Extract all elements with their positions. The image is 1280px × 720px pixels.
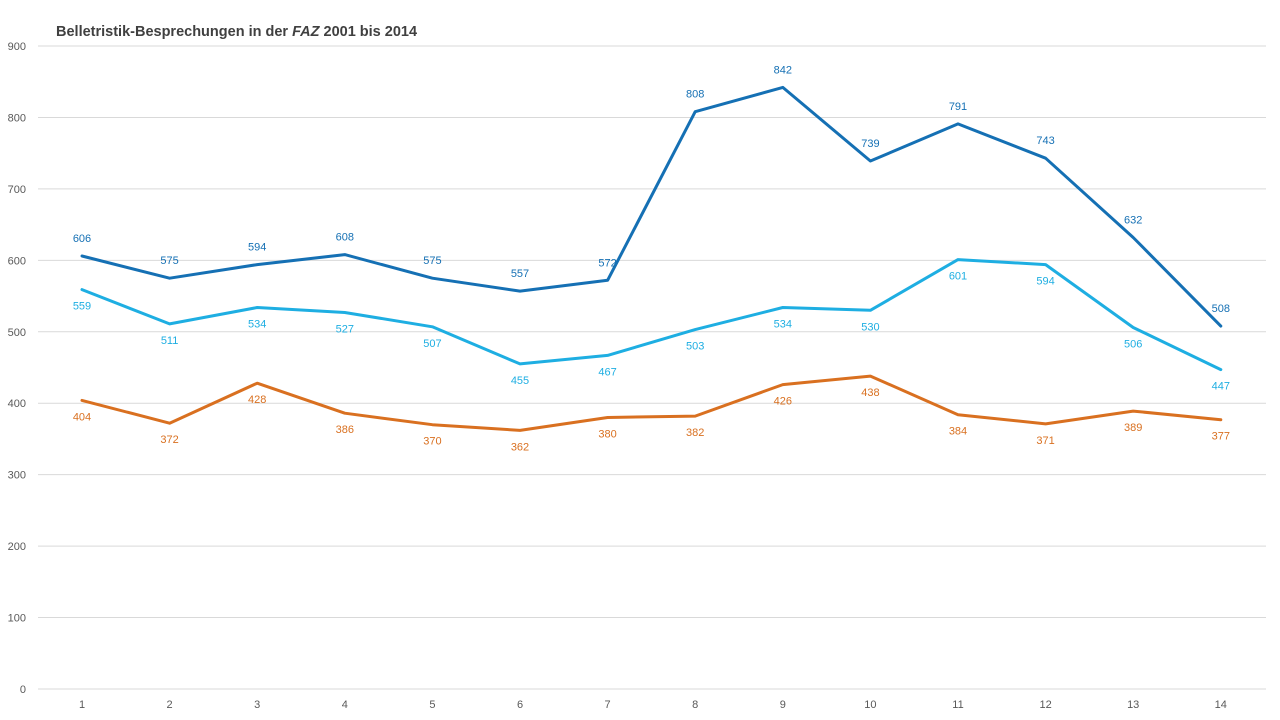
y-tick-label-100: 100 (8, 613, 26, 625)
data-label-s2-2: 511 (161, 335, 179, 347)
data-label-s1-5: 575 (423, 255, 441, 267)
data-label-s1-4: 608 (336, 232, 354, 244)
data-label-s2-1: 559 (73, 301, 91, 313)
series-line-2 (80, 258, 1223, 372)
data-label-s1-6: 557 (511, 268, 529, 280)
x-tick-label-7: 7 (605, 699, 611, 711)
data-label-s1-13: 632 (1124, 214, 1142, 226)
data-label-s1-11: 791 (949, 101, 967, 113)
data-label-s3-12: 371 (1036, 435, 1054, 447)
data-label-s2-4: 527 (336, 323, 354, 335)
x-tick-label-8: 8 (692, 699, 698, 711)
y-tick-label-900: 900 (8, 41, 26, 53)
data-label-s3-11: 384 (949, 426, 967, 438)
x-tick-label-12: 12 (1039, 699, 1051, 711)
series-line-3 (80, 374, 1223, 432)
data-label-s1-7: 572 (598, 257, 616, 269)
chart-title-emphasis: FAZ (292, 24, 321, 40)
gridlines (38, 45, 1266, 690)
x-tick-label-5: 5 (429, 699, 435, 711)
data-label-s2-3: 534 (248, 318, 266, 330)
chart-title: Belletristik-Besprechungen in der FAZ 20… (56, 24, 417, 40)
data-label-s1-9: 842 (774, 64, 792, 76)
series-lines (80, 85, 1223, 432)
y-tick-label-300: 300 (8, 470, 26, 482)
data-label-s2-12: 594 (1036, 276, 1054, 288)
chart-title-tail: 2001 bis 2014 (324, 24, 418, 40)
data-label-s3-4: 386 (336, 424, 354, 436)
x-tick-label-14: 14 (1215, 699, 1227, 711)
data-label-s3-6: 362 (511, 441, 529, 453)
data-label-s3-9: 426 (774, 396, 792, 408)
x-tick-label-10: 10 (864, 699, 876, 711)
y-axis-ticks: 0 100 200 300 400 500 600 700 800 900 (8, 41, 26, 696)
data-labels: 606 575 594 608 575 557 572 808 842 739 791 743 632 5… (73, 64, 1230, 453)
x-axis-ticks: 1 2 3 4 5 6 7 8 9 10 11 12 13 14 (79, 699, 1227, 711)
data-label-s2-7: 467 (598, 366, 616, 378)
data-label-s3-14: 377 (1212, 431, 1230, 443)
x-tick-label-13: 13 (1127, 699, 1139, 711)
x-tick-label-6: 6 (517, 699, 523, 711)
data-label-s1-8: 808 (686, 89, 704, 101)
data-label-s2-14: 447 (1212, 381, 1230, 393)
x-tick-label-2: 2 (167, 699, 173, 711)
x-tick-label-3: 3 (254, 699, 260, 711)
y-tick-label-400: 400 (8, 398, 26, 410)
y-tick-label-800: 800 (8, 112, 26, 124)
data-label-s2-8: 503 (686, 341, 704, 353)
data-label-s2-9: 534 (774, 318, 792, 330)
x-tick-label-9: 9 (780, 699, 786, 711)
x-tick-label-1: 1 (79, 699, 85, 711)
x-tick-label-4: 4 (342, 699, 348, 711)
data-label-s2-10: 530 (861, 321, 879, 333)
x-tick-label-11: 11 (952, 699, 963, 711)
data-label-s3-13: 389 (1124, 422, 1142, 434)
data-label-s1-14: 508 (1212, 303, 1230, 315)
data-label-s1-1: 606 (73, 233, 91, 245)
data-label-s1-2: 575 (160, 255, 178, 267)
y-tick-label-500: 500 (8, 327, 26, 339)
data-label-s3-7: 380 (598, 429, 616, 441)
data-label-s2-6: 455 (511, 375, 529, 387)
data-label-s3-10: 438 (861, 387, 879, 399)
data-label-s1-12: 743 (1036, 135, 1054, 147)
data-label-s1-3: 594 (248, 242, 266, 254)
series-line-1 (80, 85, 1223, 328)
data-label-s3-1: 404 (73, 411, 91, 423)
data-label-s3-5: 370 (423, 436, 441, 448)
y-tick-label-0: 0 (20, 684, 26, 696)
data-label-s1-10: 739 (861, 138, 879, 150)
chart-title-main: Belletristik-Besprechungen in der (56, 24, 288, 40)
data-label-s2-13: 506 (1124, 338, 1142, 350)
data-label-s3-2: 372 (160, 434, 178, 446)
data-label-s2-11: 601 (949, 271, 967, 283)
y-tick-label-700: 700 (8, 184, 26, 196)
y-tick-label-200: 200 (8, 541, 26, 553)
data-label-s3-3: 428 (248, 394, 266, 406)
data-label-s2-5: 507 (423, 338, 441, 350)
data-label-s3-8: 382 (686, 427, 704, 439)
y-tick-label-600: 600 (8, 255, 26, 267)
